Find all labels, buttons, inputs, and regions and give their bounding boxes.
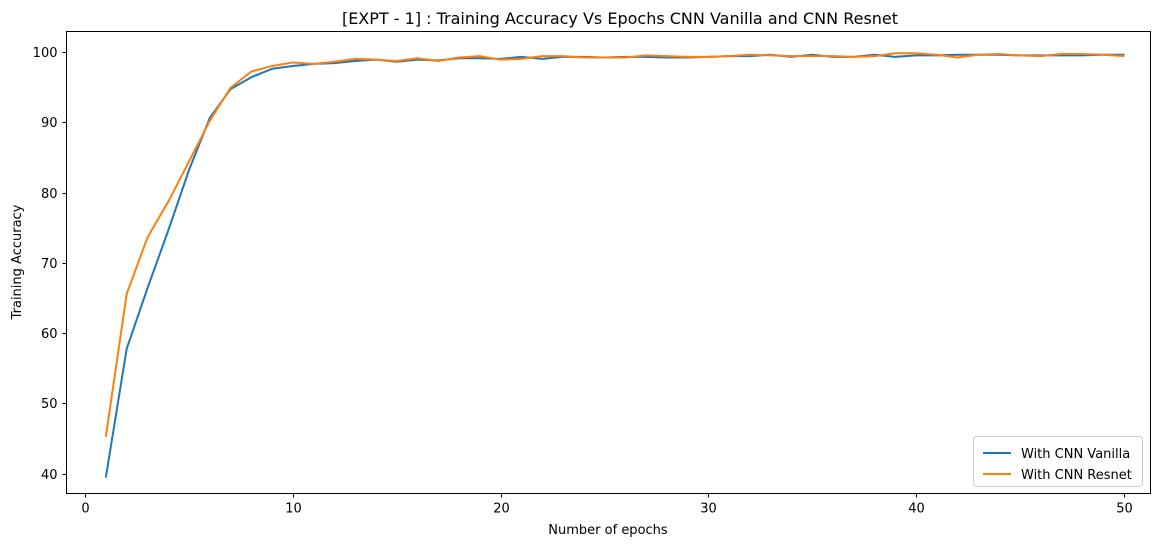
- y-tick-label: 60: [41, 327, 58, 342]
- legend-box: [973, 436, 1143, 487]
- x-tick-label: 10: [285, 502, 302, 517]
- y-axis-ticks: 40 50 60 70 80 90 100: [33, 46, 67, 483]
- chart-title: [EXPT - 1] : Training Accuracy Vs Epochs…: [342, 9, 898, 28]
- series-layer: [104, 52, 1125, 478]
- series-line-with-cnn-resnet: [104, 52, 1125, 437]
- legend-label-resnet: With CNN Resnet: [1021, 468, 1132, 483]
- legend: With CNN Vanilla With CNN Resnet: [973, 436, 1143, 487]
- x-tick-label: 0: [81, 502, 89, 517]
- plot-frame: [66, 31, 1151, 494]
- y-axis-label: Training Accuracy: [10, 204, 25, 320]
- y-tick-label: 90: [41, 116, 58, 131]
- y-tick-label: 40: [41, 468, 58, 483]
- x-tick-label: 30: [700, 502, 717, 517]
- x-axis-label: Number of epochs: [548, 523, 668, 538]
- x-axis-ticks: 0 10 20 30 40 50: [81, 493, 1133, 517]
- x-tick-label: 20: [493, 502, 510, 517]
- plot-area: 0 10 20 30 40 50 40 50 60 70 80 90 100: [33, 31, 1151, 517]
- y-tick-label: 100: [33, 46, 58, 61]
- y-tick-label: 50: [41, 397, 58, 412]
- y-tick-label: 70: [41, 257, 58, 272]
- x-tick-label: 50: [1116, 502, 1133, 517]
- x-tick-label: 40: [908, 502, 925, 517]
- y-tick-label: 80: [41, 187, 58, 202]
- legend-label-vanilla: With CNN Vanilla: [1021, 447, 1130, 462]
